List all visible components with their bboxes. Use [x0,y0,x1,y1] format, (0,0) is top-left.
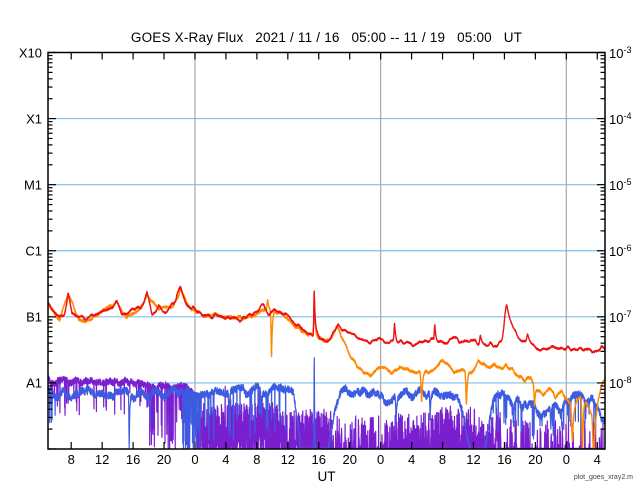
y-axis-label-b1: B1 [26,309,42,325]
y-axis-label-x10: X10 [18,45,42,60]
y-axis-label-10e-5: 10-5 [609,176,632,193]
x-axis-tick-label: 4 [222,452,230,467]
chart-title: GOES X-Ray Flux 2021 / 11 / 16 05:00 -- … [130,30,523,45]
y-axis-label-m1: M1 [23,177,42,193]
x-axis-tick-label: 12 [466,452,481,467]
y-axis-label-10e-4: 10-4 [609,110,632,127]
y-axis-label-c1: C1 [25,243,42,259]
script-watermark: plot_goes_xray2.m [573,474,633,481]
x-axis-tick-label: 4 [407,452,416,467]
x-axis-tick-label: 16 [497,452,512,467]
x-axis-tick-label: 20 [342,452,357,467]
x-axis-tick-label: 12 [94,452,110,467]
x-axis-tick-label: 16 [125,452,141,467]
x-axis-tick-label: 20 [156,452,172,467]
x-axis-tick-label: 0 [191,452,199,467]
series-xray-long-primary-red [48,285,605,354]
x-axis-tick-label: 4 [593,452,601,467]
y-axis-label-a1: A1 [26,375,42,391]
y-axis-label-10e-3: 10-3 [609,44,632,61]
x-axis-tick-label: 12 [280,452,296,467]
x-axis-tick-label: 8 [438,452,447,467]
x-axis-tick-label: 8 [67,452,75,467]
x-axis-tick-label: 16 [311,452,326,467]
axis-ticks [48,51,605,450]
y-axis-label-x1: X1 [26,111,42,127]
y-axis-label-10e-8: 10-8 [609,374,632,392]
x-axis-title: UT [317,469,336,484]
y-axis-label-10e-6: 10-6 [609,242,632,259]
x-axis-tick-label: 8 [253,452,261,467]
y-axis-label-10e-7: 10-7 [609,308,632,325]
x-axis-tick-label: 0 [562,452,570,467]
x-axis-tick-label: 0 [377,452,385,467]
series-xray-short-secondary-purple [48,375,605,449]
x-axis-tick-label: 20 [528,452,543,467]
